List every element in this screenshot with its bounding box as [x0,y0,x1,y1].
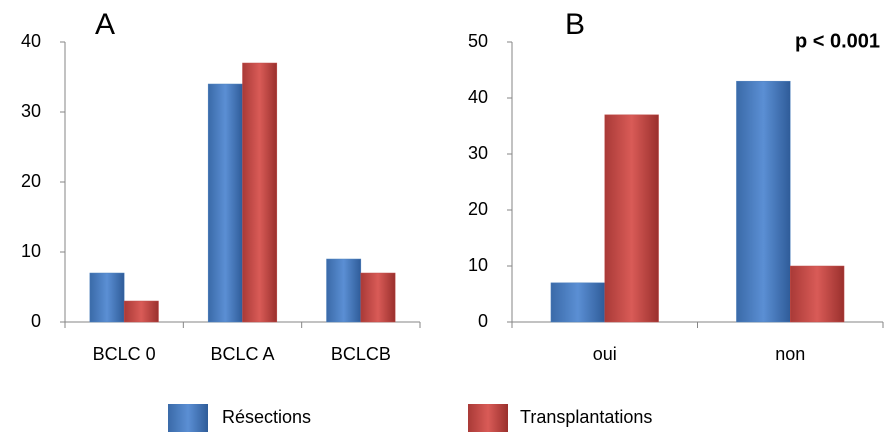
y-tick-label: 10 [468,255,488,275]
annotation: p < 0.001 [795,30,880,52]
y-tick-label: 40 [21,31,41,51]
x-tick-label: BCLCB [331,344,391,364]
y-tick-label: 20 [468,199,488,219]
bar [326,258,362,323]
y-tick-label: 50 [468,31,488,51]
bar [207,83,243,323]
bar [89,272,125,323]
x-tick-label: oui [593,344,617,364]
y-tick-label: 10 [21,241,41,261]
x-tick-label: BCLC 0 [93,344,156,364]
y-tick-label: 30 [468,143,488,163]
y-tick-label: 30 [21,101,41,121]
y-tick-label: 20 [21,171,41,191]
bar [360,272,396,323]
bar [242,62,278,323]
legend-label: Transplantations [520,407,652,427]
y-tick-label: 0 [478,311,488,331]
bar [604,114,659,323]
legend-swatch [168,404,208,432]
bar [790,265,845,323]
y-tick-label: 0 [31,311,41,331]
bar [123,300,159,323]
legend-label: Résections [222,407,311,427]
x-tick-label: non [775,344,805,364]
y-tick-label: 40 [468,87,488,107]
bar [550,282,606,323]
panel-label: B [565,8,585,41]
panel-label: A [95,8,115,41]
bar [736,80,791,323]
legend-swatch [468,404,508,432]
x-tick-label: BCLC A [210,344,274,364]
